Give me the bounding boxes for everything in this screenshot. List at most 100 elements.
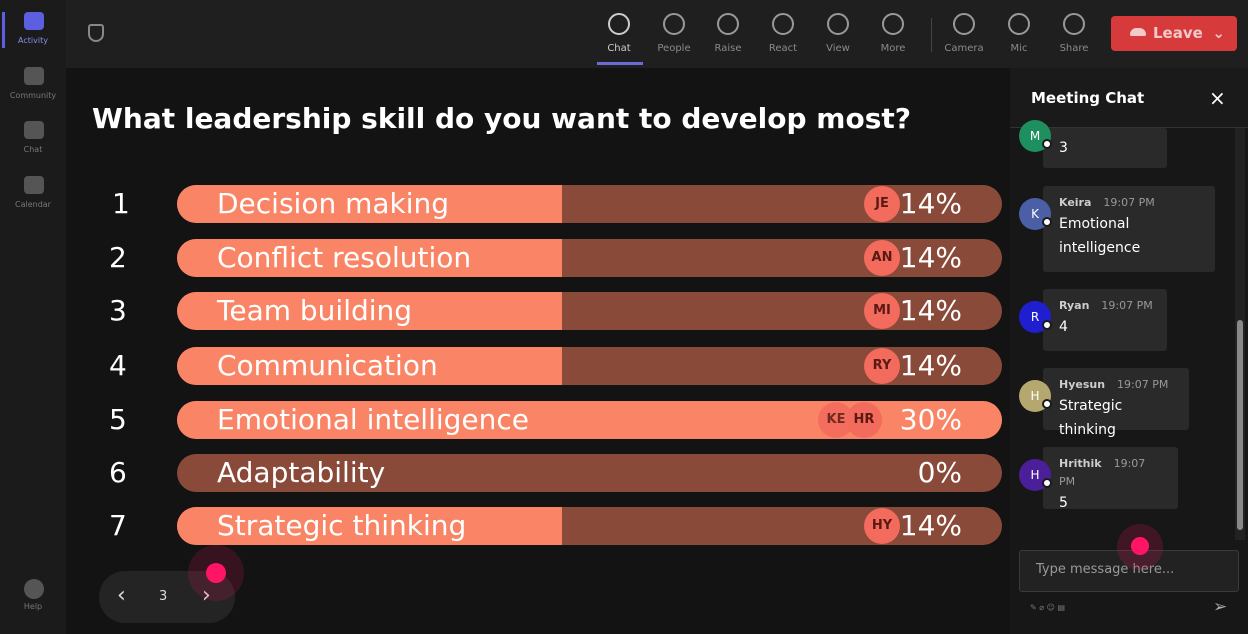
toolbar-icon[interactable] [827, 13, 849, 35]
poll-question: What leadership skill do you want to dev… [92, 102, 911, 135]
option-label: Communication [217, 349, 438, 382]
message-bubble: Hrithik 19:07 PM 5 [1043, 447, 1178, 511]
scroll-thumb[interactable] [1237, 320, 1243, 530]
status-dot [1042, 399, 1052, 409]
phone-icon [1130, 28, 1146, 36]
voter-avatar: JE [864, 186, 900, 222]
option-rank: 6 [109, 456, 127, 489]
status-dot [1042, 320, 1052, 330]
sidebar-label: Activity [18, 36, 48, 45]
voter-avatar: RY [864, 348, 900, 384]
sidebar-label: Chat [23, 145, 43, 154]
option-percent: 30% [899, 403, 962, 436]
message-bubble: Keira 19:07 PM Emotional intelligence [1043, 186, 1215, 272]
status-dot [1042, 478, 1052, 488]
option-rank: 4 [109, 349, 127, 382]
option-rank: 5 [109, 403, 127, 436]
option-label: Emotional intelligence [217, 403, 530, 436]
toolbar-label: React [768, 43, 798, 54]
shield-icon [88, 24, 104, 42]
voter-avatar: HR [846, 402, 882, 438]
sender: Keira [1059, 196, 1092, 209]
close-button[interactable]: × [1209, 86, 1226, 110]
status-dot [1042, 217, 1052, 227]
cursor-dot [1131, 537, 1149, 555]
time: 19:07 PM [1103, 196, 1155, 209]
status-dot [1042, 139, 1052, 149]
message-header: Hrithik 19:07 PM [1059, 455, 1164, 491]
toolbar-icon[interactable] [772, 13, 794, 35]
sidebar-label: Community [9, 91, 57, 100]
option-label: Conflict resolution [217, 241, 472, 274]
option-percent: 0% [917, 456, 962, 489]
option-rank: 3 [109, 294, 127, 327]
toolbar-label: View [826, 43, 850, 54]
message-header: Keira 19:07 PM [1059, 194, 1201, 212]
time: 19:07 PM [1059, 457, 1146, 488]
leave-label: Leave [1153, 24, 1203, 42]
toolbar-icon[interactable] [663, 13, 685, 35]
toolbar-icon[interactable] [608, 13, 630, 35]
active-tab-indicator [597, 62, 643, 65]
sidebar-icon[interactable] [24, 176, 44, 194]
message-bubble: Ryan 19:07 PM 4 [1043, 289, 1167, 351]
toolbar-icon[interactable] [882, 13, 904, 35]
separator [931, 18, 932, 52]
voter-avatar: MI [864, 293, 900, 329]
top-bar [66, 0, 1248, 68]
sender: Hyesun [1059, 378, 1106, 391]
next-button[interactable]: › [202, 583, 211, 608]
sidebar-label: Calendar [15, 200, 51, 209]
chat-title: Meeting Chat [1031, 89, 1145, 107]
option-fill [177, 292, 562, 330]
sidebar-icon[interactable] [24, 67, 44, 85]
option-rank: 1 [112, 187, 130, 220]
option-fill [177, 239, 562, 277]
option-label: Strategic thinking [217, 509, 467, 542]
message-bubble: Hyesun 19:07 PM Strategic thinking [1043, 368, 1189, 438]
option-label: Team building [217, 294, 413, 327]
option-bar [177, 454, 1002, 492]
toolbar-icon[interactable] [1063, 13, 1085, 35]
message-text: Strategic thinking [1059, 398, 1123, 438]
toolbar-label: Camera [944, 43, 984, 54]
toolbar-icon[interactable] [717, 13, 739, 35]
option-percent: 14% [899, 241, 962, 274]
voter-avatar: AN [864, 240, 900, 276]
toolbar-label: Chat [607, 43, 631, 54]
cursor-dot [206, 563, 226, 583]
toolbar-label: Mic [1010, 43, 1028, 54]
message-header: Ryan 19:07 PM [1059, 297, 1153, 315]
toolbar-icon[interactable] [953, 13, 975, 35]
toolbar-icon[interactable] [1008, 13, 1030, 35]
option-label: Adaptability [217, 456, 386, 489]
option-bar [177, 507, 1002, 545]
message-header: Hyesun 19:07 PM [1059, 376, 1175, 394]
send-button[interactable]: ➢ [1213, 597, 1228, 617]
message-input[interactable]: Type message here... [1019, 550, 1239, 592]
message-text: 5 [1059, 495, 1068, 511]
option-fill [177, 507, 562, 545]
option-fill [177, 185, 562, 223]
option-percent: 14% [899, 187, 962, 220]
option-rank: 2 [109, 241, 127, 274]
time: 19:07 PM [1101, 299, 1153, 312]
sidebar-icon[interactable] [24, 121, 44, 139]
option-percent: 14% [899, 294, 962, 327]
chat-header [1010, 68, 1248, 128]
option-fill [177, 347, 562, 385]
message-bubble: 3 [1043, 128, 1167, 168]
prev-button[interactable]: ‹ [117, 583, 126, 608]
sender: Hrithik [1059, 457, 1102, 470]
toolbar-label: People [657, 43, 691, 54]
toolbar-label: Share [1059, 43, 1089, 54]
sidebar-icon[interactable] [24, 12, 44, 30]
option-label: Decision making [217, 187, 450, 220]
toolbar-label: Raise [714, 43, 742, 54]
sidebar [0, 0, 66, 634]
format-icons: ✎ ⌀ ☺ ▤ [1030, 603, 1066, 612]
message-text: 4 [1059, 319, 1068, 335]
active-indicator [2, 12, 5, 48]
sender: Ryan [1059, 299, 1090, 312]
page-number: 3 [159, 589, 168, 604]
